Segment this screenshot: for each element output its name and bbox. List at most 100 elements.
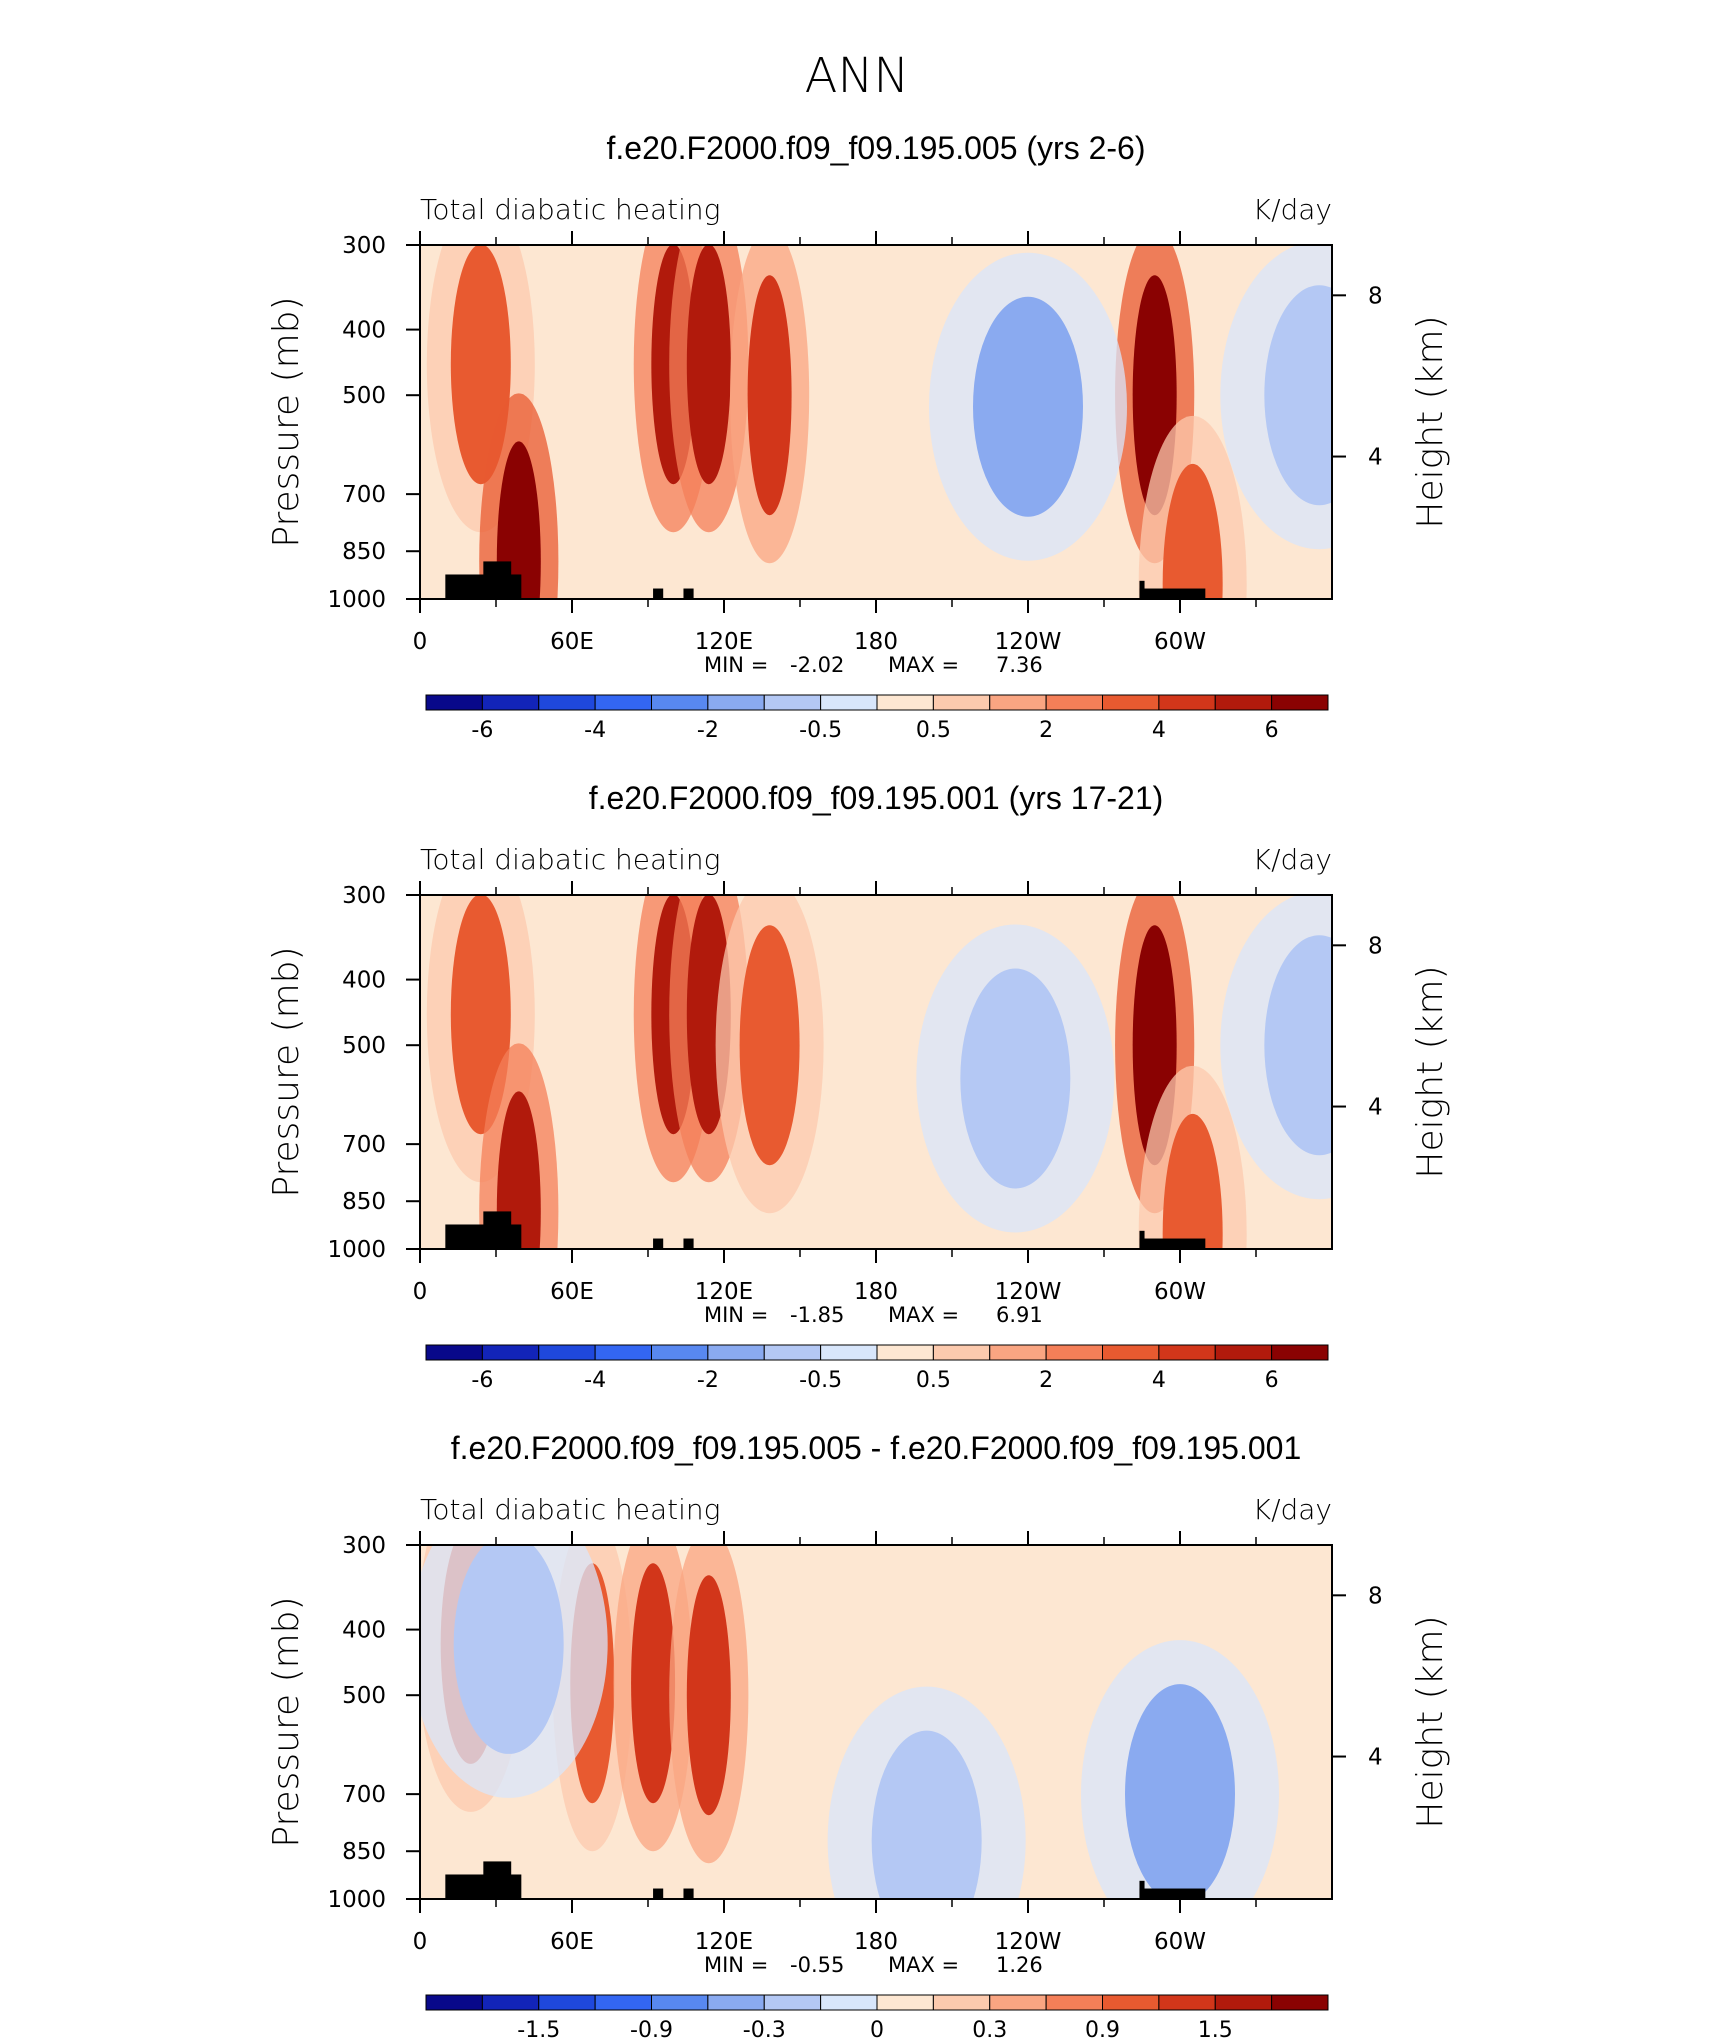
colorbar-swatch bbox=[1214, 694, 1273, 711]
colorbar-label: -0.5 bbox=[799, 718, 842, 743]
colorbar-swatch bbox=[1102, 1994, 1160, 2011]
topography-3 bbox=[653, 1888, 664, 1899]
field-layer bbox=[426, 895, 1332, 1249]
colorbar-swatch bbox=[594, 694, 652, 711]
colorbar-swatch bbox=[1214, 1344, 1273, 1361]
field-core-8 bbox=[973, 296, 1083, 517]
field-core-9 bbox=[1264, 935, 1332, 1156]
y-tick-label: 1000 bbox=[327, 1237, 386, 1263]
x-tick-label: 180 bbox=[854, 1279, 898, 1305]
colorbar-swatch bbox=[481, 1344, 540, 1361]
panel-title: f.e20.F2000.f09_f09.195.005 - f.e20.F200… bbox=[451, 1430, 1301, 1466]
colorbar-label: 0.5 bbox=[916, 718, 951, 743]
field-core-7 bbox=[1162, 463, 1223, 599]
x-tick-label: 180 bbox=[854, 629, 898, 655]
field-core-7 bbox=[1162, 1113, 1223, 1249]
min-label: MIN = bbox=[704, 1303, 768, 1327]
topography-2 bbox=[483, 561, 512, 599]
colorbar-swatch bbox=[707, 1344, 765, 1361]
colorbar-swatch bbox=[481, 1994, 540, 2011]
y-tick-label: 400 bbox=[342, 318, 386, 344]
y-tick-label: 700 bbox=[342, 482, 386, 508]
y-axis-label: Pressure (mb) bbox=[266, 946, 307, 1197]
y-tick-label: 300 bbox=[342, 883, 386, 909]
y-right-tick-label: 4 bbox=[1368, 1745, 1383, 1771]
colorbar-swatch bbox=[932, 694, 991, 711]
colorbar-swatch bbox=[989, 1994, 1047, 2011]
field-core-9 bbox=[1264, 285, 1332, 506]
y-right-tick-label: 8 bbox=[1368, 1583, 1383, 1609]
topography-2 bbox=[483, 1861, 512, 1899]
colorbar-swatch bbox=[1158, 694, 1216, 711]
field-layer bbox=[420, 1545, 1279, 1899]
colorbar-label: -0.9 bbox=[630, 2018, 673, 2038]
x-tick-label: 180 bbox=[854, 1929, 898, 1955]
colorbar-label: -2 bbox=[697, 718, 719, 743]
y-tick-label: 400 bbox=[342, 968, 386, 994]
y-tick-label: 300 bbox=[342, 1533, 386, 1559]
colorbar-swatch bbox=[876, 1994, 934, 2011]
y-right-tick-label: 4 bbox=[1368, 445, 1383, 471]
colorbar-label: -1.5 bbox=[517, 2018, 560, 2038]
colorbar-label: 0.9 bbox=[1085, 2018, 1120, 2038]
max-label: MAX = bbox=[888, 653, 959, 677]
y-tick-label: 850 bbox=[342, 539, 386, 565]
x-tick-label: 60W bbox=[1154, 1279, 1206, 1305]
left-label: Total diabatic heating bbox=[420, 843, 720, 876]
y-tick-label: 1000 bbox=[327, 1887, 386, 1913]
field-core-5 bbox=[453, 1545, 564, 1754]
x-tick-label: 120W bbox=[995, 1929, 1062, 1955]
colorbar-label: 6 bbox=[1265, 718, 1279, 743]
colorbar-swatch bbox=[932, 1994, 991, 2011]
field-core-5 bbox=[747, 275, 792, 516]
colorbar-swatch bbox=[820, 694, 878, 711]
field-core-4 bbox=[686, 245, 731, 485]
right-label: K/day bbox=[1253, 193, 1332, 226]
topography-4 bbox=[683, 1888, 694, 1899]
y-tick-label: 850 bbox=[342, 1189, 386, 1215]
colorbar-swatch bbox=[1271, 1994, 1329, 2011]
topography-3 bbox=[653, 588, 664, 599]
colorbar-swatch bbox=[1045, 694, 1103, 711]
colorbar-swatch bbox=[1214, 1994, 1273, 2011]
field-core-3 bbox=[631, 1563, 676, 1804]
y-tick-label: 500 bbox=[342, 383, 386, 409]
topography-3 bbox=[653, 1238, 664, 1249]
min-label: MIN = bbox=[704, 1953, 768, 1977]
x-tick-label: 0 bbox=[413, 1279, 428, 1305]
colorbar-swatch bbox=[651, 1994, 709, 2011]
colorbar-swatch bbox=[481, 694, 540, 711]
x-tick-label: 120W bbox=[995, 629, 1062, 655]
colorbar-swatch bbox=[763, 1994, 822, 2011]
topography-6 bbox=[1139, 588, 1206, 599]
colorbar-swatch bbox=[763, 694, 822, 711]
y-tick-label: 300 bbox=[342, 233, 386, 259]
field-core-8 bbox=[960, 968, 1071, 1189]
y-tick-label: 400 bbox=[342, 1618, 386, 1644]
topography-4 bbox=[683, 1238, 694, 1249]
y-tick-label: 500 bbox=[342, 1683, 386, 1709]
colorbar-label: -6 bbox=[471, 718, 493, 743]
topography-4 bbox=[683, 588, 694, 599]
colorbar-label: -0.3 bbox=[743, 2018, 786, 2038]
y-tick-label: 1000 bbox=[327, 587, 386, 613]
max-label: MAX = bbox=[888, 1953, 959, 1977]
y-tick-label: 700 bbox=[342, 1132, 386, 1158]
colorbar-swatch bbox=[989, 1344, 1047, 1361]
panel-3: f.e20.F2000.f09_f09.195.005 - f.e20.F200… bbox=[266, 1430, 1451, 2038]
min-value: -1.85 bbox=[790, 1303, 844, 1327]
min-label: MIN = bbox=[704, 653, 768, 677]
colorbar-swatch bbox=[820, 1994, 878, 2011]
colorbar-swatch bbox=[425, 694, 483, 711]
max-value: 7.36 bbox=[996, 653, 1043, 677]
max-value: 6.91 bbox=[996, 1303, 1043, 1327]
colorbar-swatch bbox=[1271, 1344, 1329, 1361]
colorbar-label: 2 bbox=[1039, 1368, 1053, 1393]
colorbar-label: -0.5 bbox=[799, 1368, 842, 1393]
topography-6 bbox=[1139, 1238, 1206, 1249]
colorbar-label: -4 bbox=[584, 1368, 606, 1393]
colorbar-swatch bbox=[989, 694, 1047, 711]
colorbar-swatch bbox=[538, 1994, 596, 2011]
x-tick-label: 120E bbox=[695, 1929, 753, 1955]
colorbar-label: -2 bbox=[697, 1368, 719, 1393]
